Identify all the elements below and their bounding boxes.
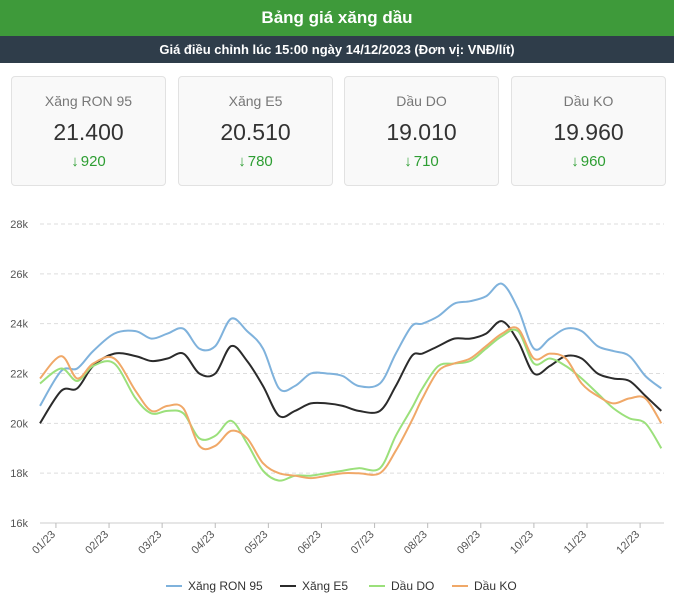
x-tick-label: 11/23	[562, 529, 589, 556]
arrow-down-icon: ↓	[404, 153, 412, 170]
arrow-down-icon: ↓	[571, 153, 579, 170]
fuel-name: Dầu KO	[563, 93, 614, 109]
fuel-name: Xăng E5	[228, 93, 283, 109]
page-title: Bảng giá xăng dầu	[0, 0, 674, 36]
y-tick-label: 18k	[10, 468, 28, 480]
price-change-value: 780	[247, 153, 273, 170]
y-tick-label: 16k	[10, 518, 28, 530]
price-update-subtitle: Giá điều chỉnh lúc 15:00 ngày 14/12/2023…	[0, 36, 674, 63]
price-change-value: 920	[80, 153, 106, 170]
x-tick-label: 09/23	[455, 529, 483, 557]
x-tick-label: 03/23	[136, 529, 164, 557]
x-tick-label: 07/23	[349, 529, 377, 557]
price-card-e5: Xăng E5 20.510 ↓ 780	[178, 76, 333, 186]
fuel-price: 19.010	[386, 119, 457, 145]
fuel-price: 21.400	[53, 119, 124, 145]
fuel-price: 19.960	[553, 119, 624, 145]
price-change: ↓ 710	[345, 153, 498, 170]
legend-label: Xăng E5	[302, 579, 348, 593]
series-line-4	[39, 326, 663, 480]
y-tick-label: 20k	[10, 418, 28, 430]
price-change-value: 960	[580, 153, 606, 170]
price-change: ↓ 780	[179, 153, 332, 170]
fuel-price: 20.510	[220, 119, 291, 145]
arrow-down-icon: ↓	[71, 153, 79, 170]
y-tick-label: 24k	[10, 319, 28, 331]
x-tick-label: 08/23	[402, 529, 430, 557]
x-tick-label: 10/23	[508, 529, 536, 557]
x-tick-label: 06/23	[296, 529, 324, 557]
legend-label: Xăng RON 95	[188, 579, 263, 593]
legend-label: Dầu KO	[474, 579, 517, 593]
y-tick-label: 26k	[10, 269, 28, 281]
y-tick-label: 28k	[10, 219, 28, 231]
price-change: ↓ 920	[12, 153, 165, 170]
y-tick-label: 22k	[10, 369, 28, 381]
price-card-ron95: Xăng RON 95 21.400 ↓ 920	[11, 76, 166, 186]
x-tick-label: 04/23	[189, 529, 217, 557]
price-cards: Xăng RON 95 21.400 ↓ 920 Xăng E5 20.510 ↓…	[11, 76, 666, 186]
legend-label: Dầu DO	[391, 579, 434, 593]
x-tick-label: 12/23	[614, 529, 642, 557]
fuel-name: Dầu DO	[396, 93, 447, 109]
series-line-2	[39, 320, 662, 424]
arrow-down-icon: ↓	[238, 153, 246, 170]
fuel-name: Xăng RON 95	[44, 93, 133, 109]
price-card-ko: Dầu KO 19.960 ↓ 960	[511, 76, 666, 186]
series-line-3	[39, 328, 663, 482]
price-change: ↓ 960	[512, 153, 665, 170]
x-tick-label: 02/23	[83, 529, 111, 557]
x-tick-label: 05/23	[243, 529, 271, 557]
price-change-value: 710	[413, 153, 439, 170]
fuel-price-line-chart: 16k 18k 20k 22k 24k 26k 28k 01/23 02/23 03/23 04/2…	[10, 219, 664, 593]
x-tick-label: 01/23	[30, 529, 58, 557]
series-line-1	[39, 282, 662, 407]
price-card-do: Dầu DO 19.010 ↓ 710	[344, 76, 499, 186]
